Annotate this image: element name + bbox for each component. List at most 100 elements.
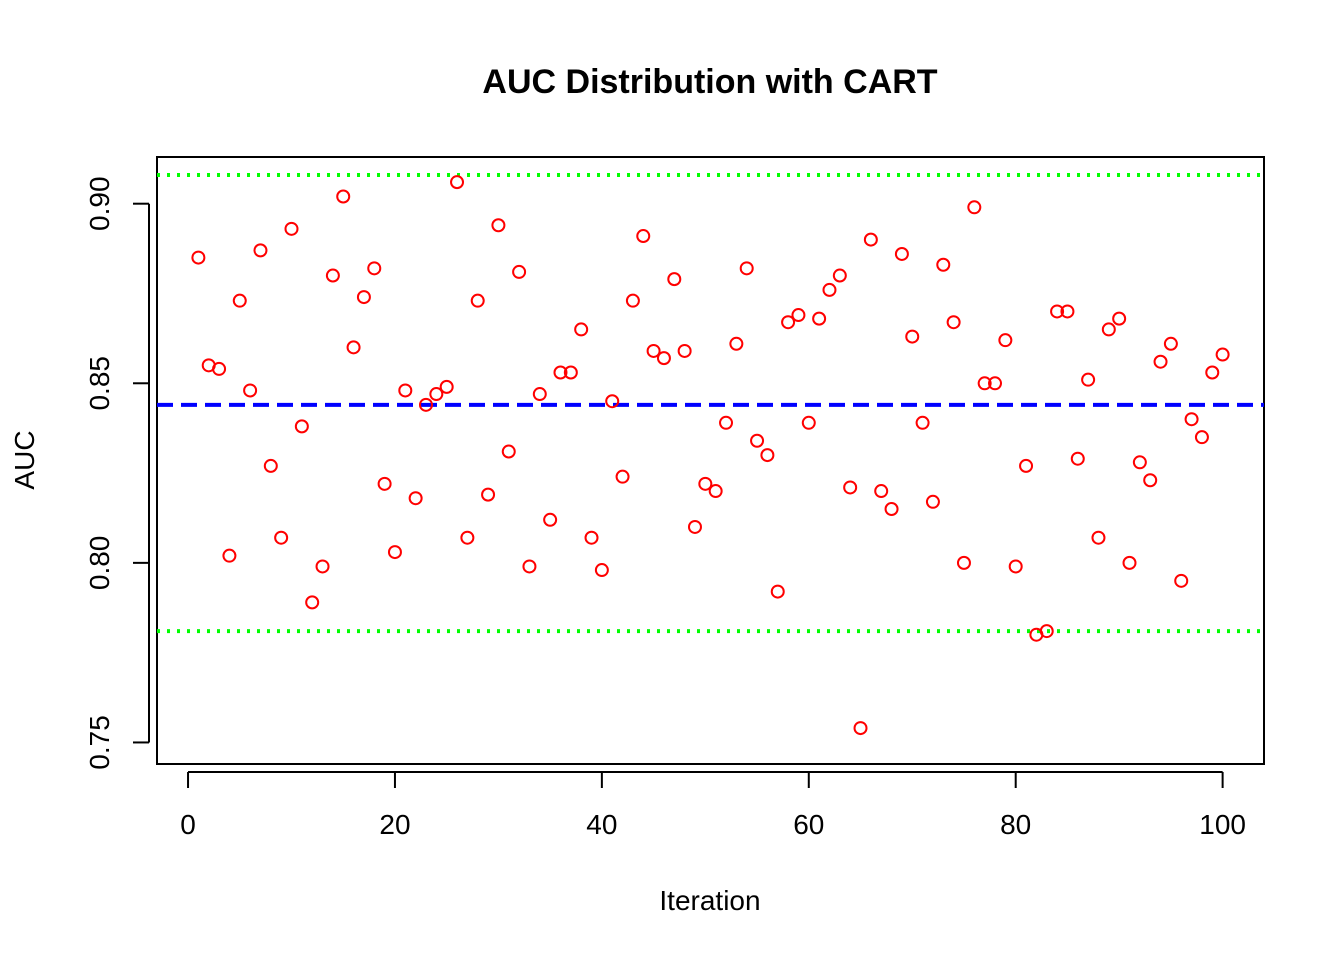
data-point bbox=[739, 261, 754, 276]
data-point bbox=[574, 322, 589, 337]
data-point bbox=[439, 379, 454, 394]
x-tick-label: 60 bbox=[793, 809, 824, 840]
y-tick-label: 0.85 bbox=[84, 356, 115, 411]
data-point bbox=[377, 476, 392, 491]
data-point bbox=[656, 351, 671, 366]
data-point bbox=[1081, 372, 1096, 387]
data-point bbox=[563, 365, 578, 380]
data-point bbox=[356, 290, 371, 305]
data-point bbox=[274, 530, 289, 545]
data-point bbox=[191, 250, 206, 265]
data-point bbox=[801, 415, 816, 430]
data-point bbox=[1153, 354, 1168, 369]
data-point bbox=[1184, 412, 1199, 427]
data-point bbox=[1101, 322, 1116, 337]
data-point bbox=[532, 387, 547, 402]
data-point bbox=[594, 563, 609, 578]
data-point bbox=[1122, 555, 1137, 570]
data-point bbox=[998, 333, 1013, 348]
data-point bbox=[512, 264, 527, 279]
data-point bbox=[1039, 624, 1054, 639]
data-point bbox=[636, 229, 651, 244]
data-point bbox=[212, 361, 227, 376]
data-point bbox=[1112, 311, 1127, 326]
data-point bbox=[625, 293, 640, 308]
data-point bbox=[253, 243, 268, 258]
data-point bbox=[729, 336, 744, 351]
data-point bbox=[1163, 336, 1178, 351]
data-point bbox=[832, 268, 847, 283]
data-point bbox=[450, 175, 465, 190]
data-point bbox=[956, 555, 971, 570]
data-point bbox=[284, 221, 299, 236]
x-tick-label: 20 bbox=[379, 809, 410, 840]
data-point bbox=[946, 315, 961, 330]
data-point bbox=[988, 376, 1003, 391]
y-tick-label: 0.80 bbox=[84, 536, 115, 591]
y-axis: 0.75 0.80 0.85 0.90 bbox=[84, 176, 150, 770]
data-point bbox=[1019, 458, 1034, 473]
data-point bbox=[429, 387, 444, 402]
data-point bbox=[553, 365, 568, 380]
data-point bbox=[750, 433, 765, 448]
data-point bbox=[305, 595, 320, 610]
data-point bbox=[522, 559, 537, 574]
data-point bbox=[605, 394, 620, 409]
data-point bbox=[243, 383, 258, 398]
x-tick-label: 0 bbox=[180, 809, 196, 840]
data-point bbox=[936, 257, 951, 272]
data-point bbox=[470, 293, 485, 308]
y-tick-label: 0.90 bbox=[84, 176, 115, 231]
data-point bbox=[418, 397, 433, 412]
data-point bbox=[708, 484, 723, 499]
data-point bbox=[232, 293, 247, 308]
data-point bbox=[1205, 365, 1220, 380]
data-point bbox=[863, 232, 878, 247]
data-point bbox=[294, 419, 309, 434]
x-tick-label: 100 bbox=[1199, 809, 1246, 840]
data-point bbox=[894, 246, 909, 261]
data-point bbox=[915, 415, 930, 430]
data-point bbox=[325, 268, 340, 283]
data-point bbox=[822, 282, 837, 297]
data-point bbox=[1215, 347, 1230, 362]
data-point bbox=[977, 376, 992, 391]
data-point bbox=[967, 200, 982, 215]
plot-frame bbox=[156, 156, 1265, 765]
data-point bbox=[770, 584, 785, 599]
data-point bbox=[884, 501, 899, 516]
data-point bbox=[501, 444, 516, 459]
data-point bbox=[367, 261, 382, 276]
y-axis-label: AUC bbox=[9, 430, 40, 489]
x-axis: 0 20 40 60 80 100 bbox=[180, 771, 1246, 840]
data-point bbox=[387, 545, 402, 560]
data-point bbox=[905, 329, 920, 344]
data-point bbox=[315, 559, 330, 574]
data-point bbox=[719, 415, 734, 430]
data-point bbox=[1091, 530, 1106, 545]
reference-lines bbox=[157, 172, 1264, 634]
data-point bbox=[615, 469, 630, 484]
data-point bbox=[781, 315, 796, 330]
data-point bbox=[398, 383, 413, 398]
data-point bbox=[1008, 559, 1023, 574]
data-point bbox=[491, 218, 506, 233]
data-point bbox=[346, 340, 361, 355]
data-point bbox=[1143, 473, 1158, 488]
data-point bbox=[1132, 455, 1147, 470]
x-axis-label: Iteration bbox=[659, 885, 760, 916]
data-point bbox=[460, 530, 475, 545]
data-point bbox=[812, 311, 827, 326]
data-point bbox=[263, 458, 278, 473]
data-point bbox=[1050, 304, 1065, 319]
y-tick-label: 0.75 bbox=[84, 715, 115, 770]
data-point bbox=[1060, 304, 1075, 319]
data-point bbox=[222, 548, 237, 563]
data-point bbox=[843, 480, 858, 495]
data-point bbox=[481, 487, 496, 502]
data-point bbox=[543, 512, 558, 527]
data-point bbox=[646, 343, 661, 358]
data-point bbox=[1174, 573, 1189, 588]
data-point bbox=[687, 519, 702, 534]
data-point bbox=[584, 530, 599, 545]
